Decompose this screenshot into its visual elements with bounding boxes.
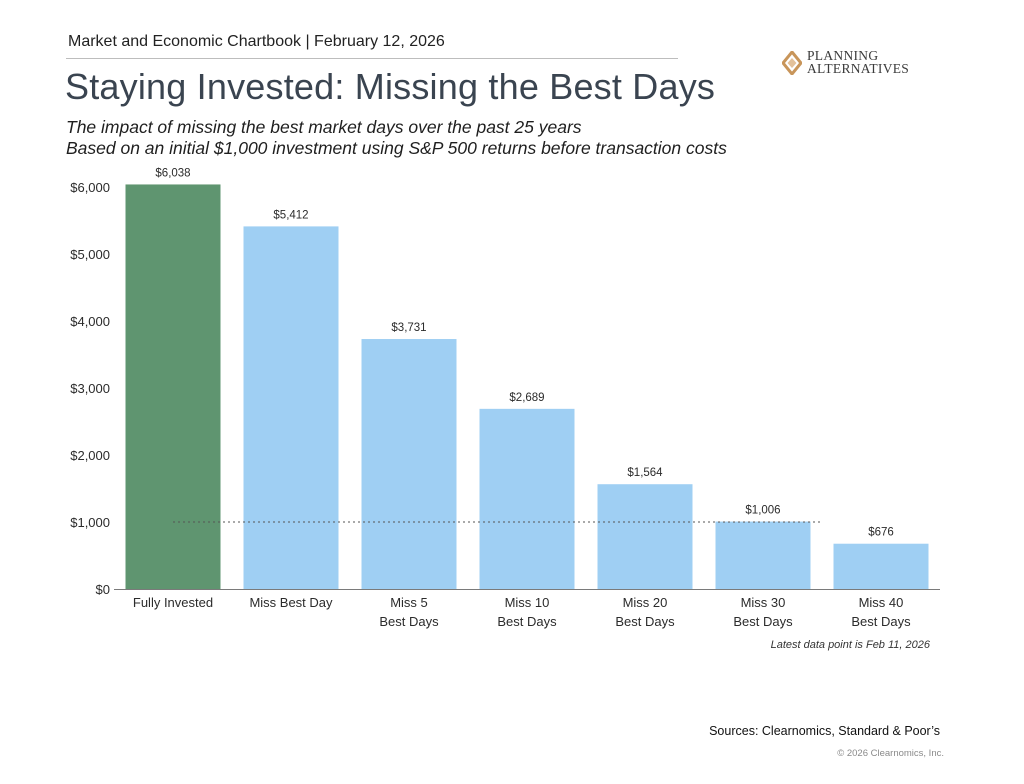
chart-subtitle-line1: The impact of missing the best market da… <box>66 117 582 137</box>
bar <box>361 339 457 589</box>
bar <box>479 408 575 589</box>
y-tick-label: $3,000 <box>70 381 110 396</box>
bar <box>597 484 693 589</box>
data-label: $2,689 <box>509 392 544 404</box>
bar-chart: $0 $1,000 $2,000 $3,000 $4,000 $5,000 $6,000 $6… <box>70 167 940 629</box>
data-label: $1,006 <box>745 505 780 517</box>
x-tick-label: Best Days <box>733 614 793 629</box>
copyright-text: © 2026 Clearnomics, Inc. <box>837 748 944 759</box>
bar <box>125 184 221 590</box>
data-label: $1,564 <box>627 467 663 479</box>
logo-text: PLANNING ALTERNATIVES <box>807 48 910 76</box>
x-tick-label: Miss 5 <box>390 595 428 610</box>
latest-data-note: Latest data point is Feb 11, 2026 <box>770 639 930 651</box>
x-tick-label: Miss 10 <box>505 595 550 610</box>
data-label: $5,412 <box>273 209 308 221</box>
y-tick-label: $5,000 <box>70 247 110 262</box>
planning-alternatives-logo: PLANNING ALTERNATIVES <box>782 49 932 81</box>
bar <box>833 543 929 589</box>
chartbook-header: Market and Economic Chartbook | February… <box>68 33 445 50</box>
x-tick-label: Best Days <box>379 614 439 629</box>
x-tick-label: Miss Best Day <box>249 595 333 610</box>
diamond-logo-icon <box>782 51 802 75</box>
logo-text-line2: ALTERNATIVES <box>807 61 910 76</box>
logo-text-line1: PLANNING <box>807 48 879 63</box>
data-label: $3,731 <box>391 322 426 334</box>
x-tick-label: Best Days <box>851 614 911 629</box>
data-label: $676 <box>868 527 894 539</box>
chart-title: Staying Invested: Missing the Best Days <box>65 66 716 107</box>
y-tick-label: $0 <box>96 582 110 597</box>
data-label: $6,038 <box>155 167 190 179</box>
x-tick-label: Miss 20 <box>623 595 668 610</box>
sources-text: Sources: Clearnomics, Standard & Poor’s <box>709 724 940 738</box>
bar <box>715 521 811 589</box>
x-tick-label: Fully Invested <box>133 595 213 610</box>
header-divider <box>66 58 678 59</box>
y-tick-label: $1,000 <box>70 515 110 530</box>
y-tick-label: $2,000 <box>70 448 110 463</box>
x-tick-label: Best Days <box>497 614 557 629</box>
x-tick-label: Miss 40 <box>859 595 904 610</box>
y-tick-label: $4,000 <box>70 314 110 329</box>
y-tick-label: $6,000 <box>70 180 110 195</box>
x-tick-label: Miss 30 <box>741 595 786 610</box>
chart-subtitle-line2: Based on an initial $1,000 investment us… <box>66 138 727 158</box>
x-tick-label: Best Days <box>615 614 675 629</box>
bar <box>243 226 339 589</box>
